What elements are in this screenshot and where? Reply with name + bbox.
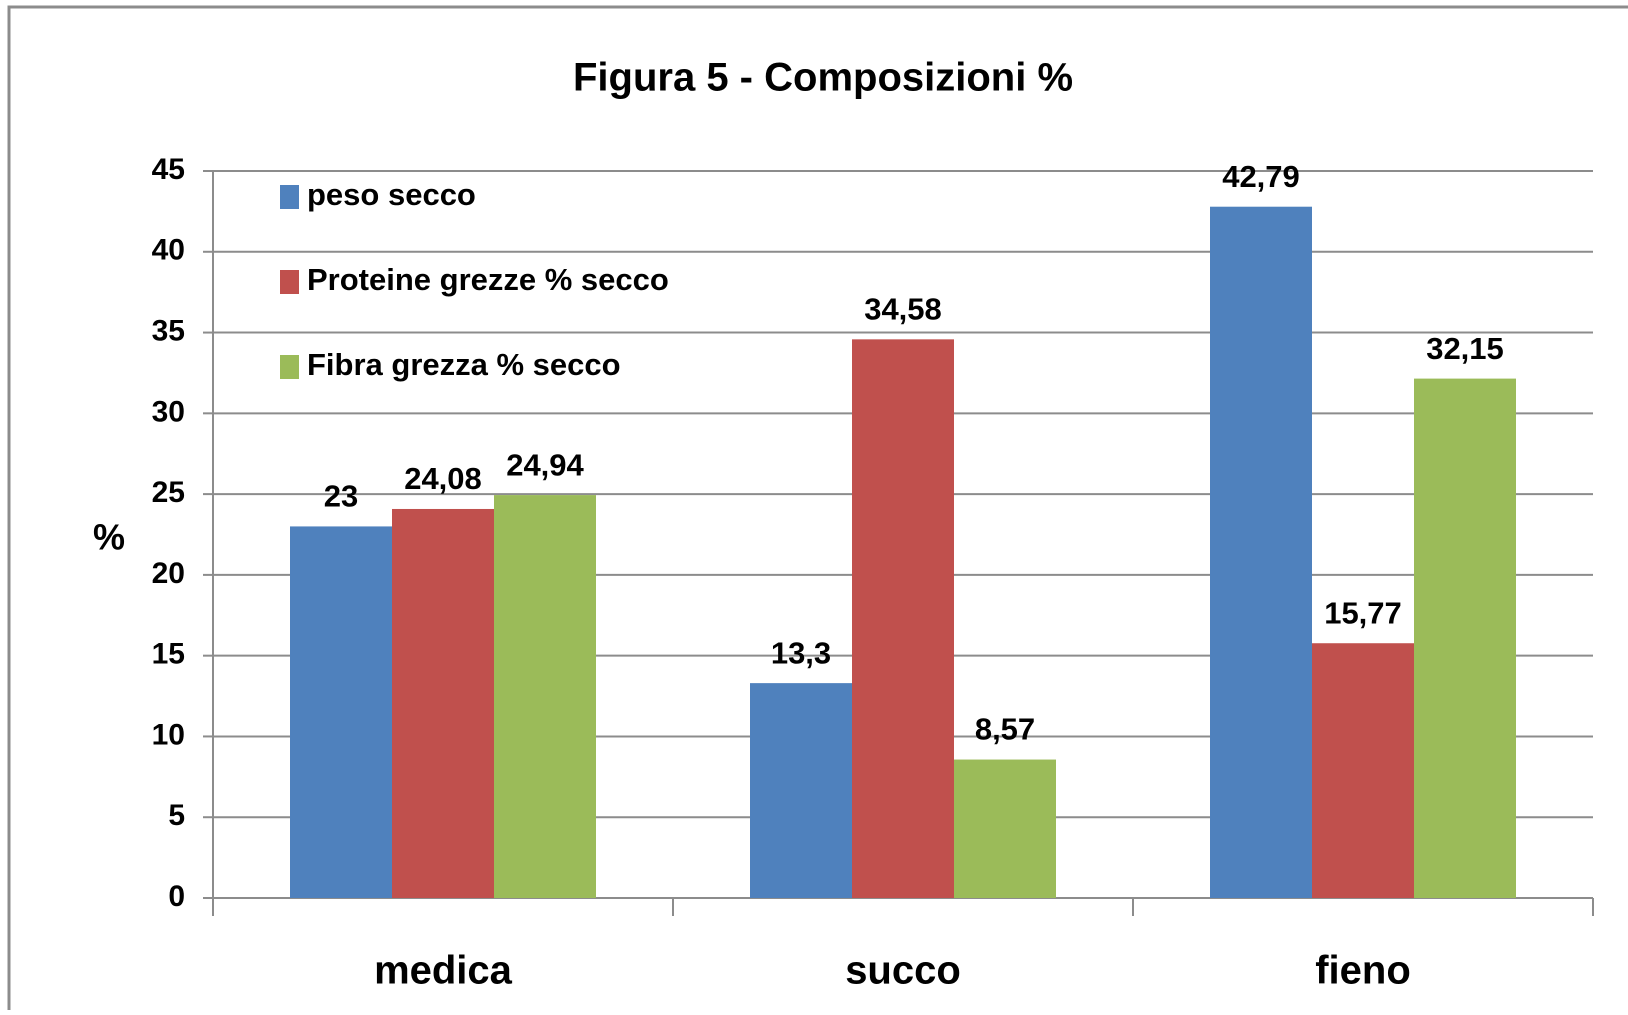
data-label: 15,77	[1324, 595, 1402, 630]
y-tick-label: 10	[152, 718, 185, 751]
y-tick-label: 35	[152, 314, 185, 347]
data-label: 32,15	[1426, 331, 1504, 366]
legend-label: Fibra grezza % secco	[307, 347, 621, 382]
bar	[290, 526, 392, 898]
chart-title: Figura 5 - Composizioni %	[573, 56, 1073, 100]
data-label: 24,08	[404, 461, 482, 496]
legend-swatch	[280, 270, 299, 294]
data-label: 24,94	[506, 447, 584, 482]
bar	[1414, 378, 1516, 898]
y-tick-label: 5	[168, 799, 185, 832]
y-tick-label: 15	[152, 638, 185, 671]
x-tick-label: medica	[374, 949, 513, 993]
y-axis-label: %	[93, 517, 125, 558]
y-tick-label: 25	[152, 476, 185, 509]
data-label: 8,57	[975, 712, 1035, 747]
bar	[852, 339, 954, 898]
bar	[1312, 643, 1414, 898]
bar	[750, 683, 852, 898]
legend-swatch	[280, 185, 299, 209]
bar	[494, 495, 596, 898]
data-label: 42,79	[1222, 159, 1300, 194]
x-tick-label: fieno	[1315, 949, 1411, 993]
data-label: 13,3	[771, 635, 831, 670]
bar	[392, 508, 494, 898]
y-tick-label: 0	[168, 880, 185, 913]
legend-label: peso secco	[307, 177, 476, 212]
y-tick-label: 20	[152, 557, 185, 590]
data-label: 34,58	[864, 292, 942, 327]
y-tick-label: 30	[152, 395, 185, 428]
bar	[954, 759, 1056, 898]
bar	[1210, 206, 1312, 898]
y-tick-label: 45	[152, 153, 185, 186]
legend-label: Proteine grezze % secco	[307, 262, 669, 297]
y-tick-label: 40	[152, 234, 185, 267]
data-label: 23	[324, 479, 358, 514]
x-tick-label: succo	[845, 949, 961, 993]
legend-swatch	[280, 355, 299, 379]
